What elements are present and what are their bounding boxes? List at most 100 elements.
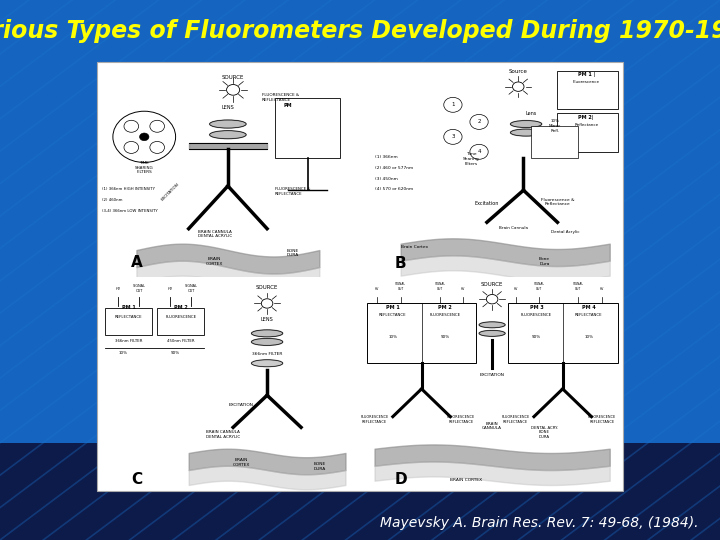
Text: Lens: Lens xyxy=(526,111,537,117)
Bar xyxy=(531,126,578,158)
Text: Reflectance: Reflectance xyxy=(574,123,598,127)
Bar xyxy=(105,308,152,335)
Ellipse shape xyxy=(210,120,246,128)
Text: 4: 4 xyxy=(477,149,481,154)
Text: SOURCE: SOURCE xyxy=(481,282,503,287)
Ellipse shape xyxy=(510,129,541,136)
Text: 10%: 10% xyxy=(585,335,593,339)
Text: BRAIN
CORTEX: BRAIN CORTEX xyxy=(233,458,250,467)
Text: Brain Cannula: Brain Cannula xyxy=(498,226,528,230)
Text: D: D xyxy=(395,472,407,487)
Ellipse shape xyxy=(479,322,505,328)
Ellipse shape xyxy=(210,131,246,139)
Circle shape xyxy=(470,114,488,130)
Text: FLUORESCENCE: FLUORESCENCE xyxy=(430,313,461,318)
Text: PM 2: PM 2 xyxy=(174,305,188,310)
Text: HV: HV xyxy=(462,287,466,291)
Text: BONE
DURA: BONE DURA xyxy=(287,249,300,258)
Bar xyxy=(189,143,267,148)
Text: PM 2|: PM 2| xyxy=(578,114,594,120)
Text: FLUORESCENCE: FLUORESCENCE xyxy=(166,315,197,319)
Text: SIGNAL
OUT: SIGNAL OUT xyxy=(434,282,446,291)
Text: (4) 570 or 620nm: (4) 570 or 620nm xyxy=(374,187,413,191)
Circle shape xyxy=(140,133,149,141)
Bar xyxy=(275,98,341,158)
Circle shape xyxy=(150,141,164,153)
Text: BRAIN CORTEX: BRAIN CORTEX xyxy=(450,478,482,482)
Text: B: B xyxy=(395,256,407,271)
Text: BRAIN CANNULA
DENTAL ACRYLIC: BRAIN CANNULA DENTAL ACRYLIC xyxy=(205,430,240,439)
Text: SOURCE: SOURCE xyxy=(222,75,244,79)
Text: BRAIN
CANNULA: BRAIN CANNULA xyxy=(482,422,502,430)
Circle shape xyxy=(444,97,462,112)
Bar xyxy=(557,113,618,152)
Text: HV: HV xyxy=(513,287,518,291)
Text: BRAIN
CORTEX: BRAIN CORTEX xyxy=(206,258,223,266)
Text: EXCITATION: EXCITATION xyxy=(161,183,180,202)
Text: SIGNAL
OUT: SIGNAL OUT xyxy=(185,284,198,293)
Text: EXCITATION: EXCITATION xyxy=(228,403,253,407)
Text: HV: HV xyxy=(600,287,604,291)
Text: SIGNAL
OUT: SIGNAL OUT xyxy=(395,282,406,291)
Text: SOURCE: SOURCE xyxy=(256,285,278,289)
Ellipse shape xyxy=(251,360,283,367)
Text: 90%: 90% xyxy=(171,350,179,355)
Text: 3: 3 xyxy=(451,134,454,139)
Text: C: C xyxy=(131,472,142,487)
Text: SIGNAL
OUT: SIGNAL OUT xyxy=(132,284,145,293)
Bar xyxy=(557,71,618,109)
Text: PM 3: PM 3 xyxy=(530,305,544,310)
Circle shape xyxy=(124,120,139,132)
Text: (3) 450nm: (3) 450nm xyxy=(374,177,397,180)
Text: 2: 2 xyxy=(477,119,481,124)
Text: REFLECTANCE: REFLECTANCE xyxy=(379,313,407,318)
Text: HV: HV xyxy=(116,287,121,291)
Text: Brain Cortex: Brain Cortex xyxy=(400,245,428,249)
Text: SIGNAL
OUT: SIGNAL OUT xyxy=(534,282,544,291)
Circle shape xyxy=(124,141,139,153)
Bar xyxy=(0,443,720,540)
Text: FLUORESCENCE: FLUORESCENCE xyxy=(521,313,552,318)
Text: Fluorescence &
Reflectance: Fluorescence & Reflectance xyxy=(541,198,575,206)
Text: 10%: 10% xyxy=(388,335,397,339)
Bar xyxy=(366,303,477,363)
Text: 450nm FILTER: 450nm FILTER xyxy=(167,339,194,343)
Text: PM 4: PM 4 xyxy=(582,305,595,310)
Text: BONE
DURA: BONE DURA xyxy=(313,462,325,471)
Text: 1: 1 xyxy=(451,102,454,107)
Text: FLUORESCENCE
REFLECTANCE: FLUORESCENCE REFLECTANCE xyxy=(588,415,616,424)
Text: FLUORESCENCE
REFLECTANCE: FLUORESCENCE REFLECTANCE xyxy=(446,415,475,424)
Ellipse shape xyxy=(251,330,283,337)
Text: 10%: 10% xyxy=(118,350,127,355)
Text: EXCITATION: EXCITATION xyxy=(480,373,505,377)
Text: (2) 460nm: (2) 460nm xyxy=(102,198,123,202)
Bar xyxy=(97,62,623,491)
Bar xyxy=(508,303,618,363)
Circle shape xyxy=(150,120,164,132)
Text: 366nm FILTER: 366nm FILTER xyxy=(115,339,143,343)
Text: Excitation: Excitation xyxy=(474,201,499,206)
Text: FLUORESCENCE
REFLECTANCE: FLUORESCENCE REFLECTANCE xyxy=(361,415,389,424)
Text: BRAIN CANNULA
DENTAL ACRYLIC: BRAIN CANNULA DENTAL ACRYLIC xyxy=(198,230,232,238)
Text: Various Types of Fluorometers Developed During 1970-1980: Various Types of Fluorometers Developed … xyxy=(0,19,720,43)
Text: PM: PM xyxy=(284,103,292,108)
Text: PM 1 |: PM 1 | xyxy=(577,72,595,77)
Text: A: A xyxy=(130,255,143,270)
Text: (1) 366nm: (1) 366nm xyxy=(374,155,397,159)
Text: (2) 460 or 577nm: (2) 460 or 577nm xyxy=(374,166,413,170)
Text: Mayevsky A. Brain Res. Rev. 7: 49-68, (1984).: Mayevsky A. Brain Res. Rev. 7: 49-68, (1… xyxy=(380,516,698,530)
Ellipse shape xyxy=(510,120,541,127)
Text: 10%
Mirror
Refl.: 10% Mirror Refl. xyxy=(549,119,561,132)
Circle shape xyxy=(470,144,488,159)
Text: LENS: LENS xyxy=(261,316,274,321)
Text: Source: Source xyxy=(509,69,528,74)
Text: PM 1: PM 1 xyxy=(122,305,135,310)
Text: Bone
Dura: Bone Dura xyxy=(539,258,550,266)
Circle shape xyxy=(444,130,462,144)
Text: Time
Sharing
Filters: Time Sharing Filters xyxy=(463,152,480,166)
Text: HV: HV xyxy=(168,287,173,291)
Text: TIME
SHARING
FILTERS: TIME SHARING FILTERS xyxy=(135,161,153,174)
Ellipse shape xyxy=(251,339,283,346)
Text: REFLECTANCE: REFLECTANCE xyxy=(114,315,143,319)
Text: Fluorescence: Fluorescence xyxy=(572,80,600,84)
